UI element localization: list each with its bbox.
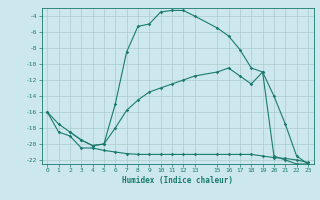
X-axis label: Humidex (Indice chaleur): Humidex (Indice chaleur) xyxy=(122,176,233,185)
